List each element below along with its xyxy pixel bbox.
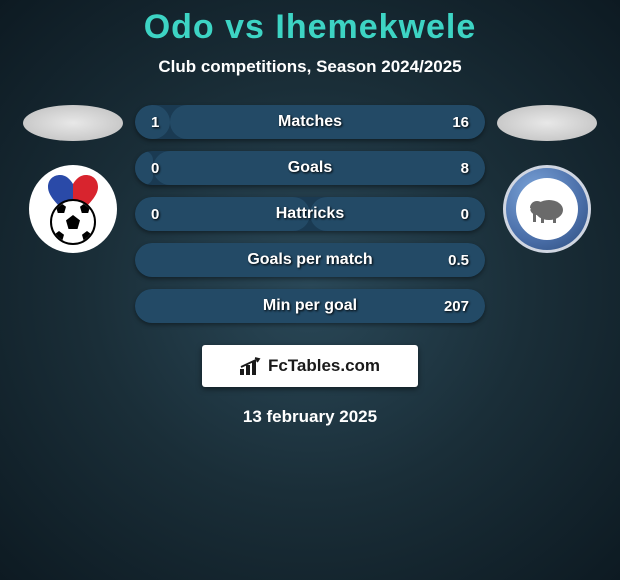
subtitle: Club competitions, Season 2024/2025: [0, 57, 620, 77]
date-label: 13 february 2025: [0, 407, 620, 427]
stat-row: 00Hattricks: [135, 197, 485, 231]
soccer-ball-icon: [50, 199, 96, 245]
stat-label: Min per goal: [135, 297, 485, 315]
stat-label: Goals: [135, 159, 485, 177]
stat-bars: 116Matches 08Goals 00Hattricks 0.5Goals per…: [135, 105, 485, 323]
brand-badge: FcTables.com: [202, 345, 418, 387]
stat-row: 116Matches: [135, 105, 485, 139]
brand-text: FcTables.com: [268, 356, 380, 376]
right-club-logo: [503, 165, 591, 253]
right-flag: [497, 105, 597, 141]
left-club-logo: [29, 165, 117, 253]
left-flag: [23, 105, 123, 141]
comparison-area: 116Matches 08Goals 00Hattricks 0.5Goals per…: [0, 105, 620, 323]
stat-row: 207Min per goal: [135, 289, 485, 323]
elephant-icon: [527, 194, 567, 224]
bars-icon: [240, 357, 262, 375]
stat-row: 08Goals: [135, 151, 485, 185]
right-side: [497, 105, 597, 253]
stat-row: 0.5Goals per match: [135, 243, 485, 277]
stat-label: Matches: [135, 113, 485, 131]
page-title: Odo vs Ihemekwele: [0, 8, 620, 47]
stat-label: Goals per match: [135, 251, 485, 269]
infographic: Odo vs Ihemekwele Club competitions, Sea…: [0, 0, 620, 427]
stat-label: Hattricks: [135, 205, 485, 223]
left-side: [23, 105, 123, 253]
